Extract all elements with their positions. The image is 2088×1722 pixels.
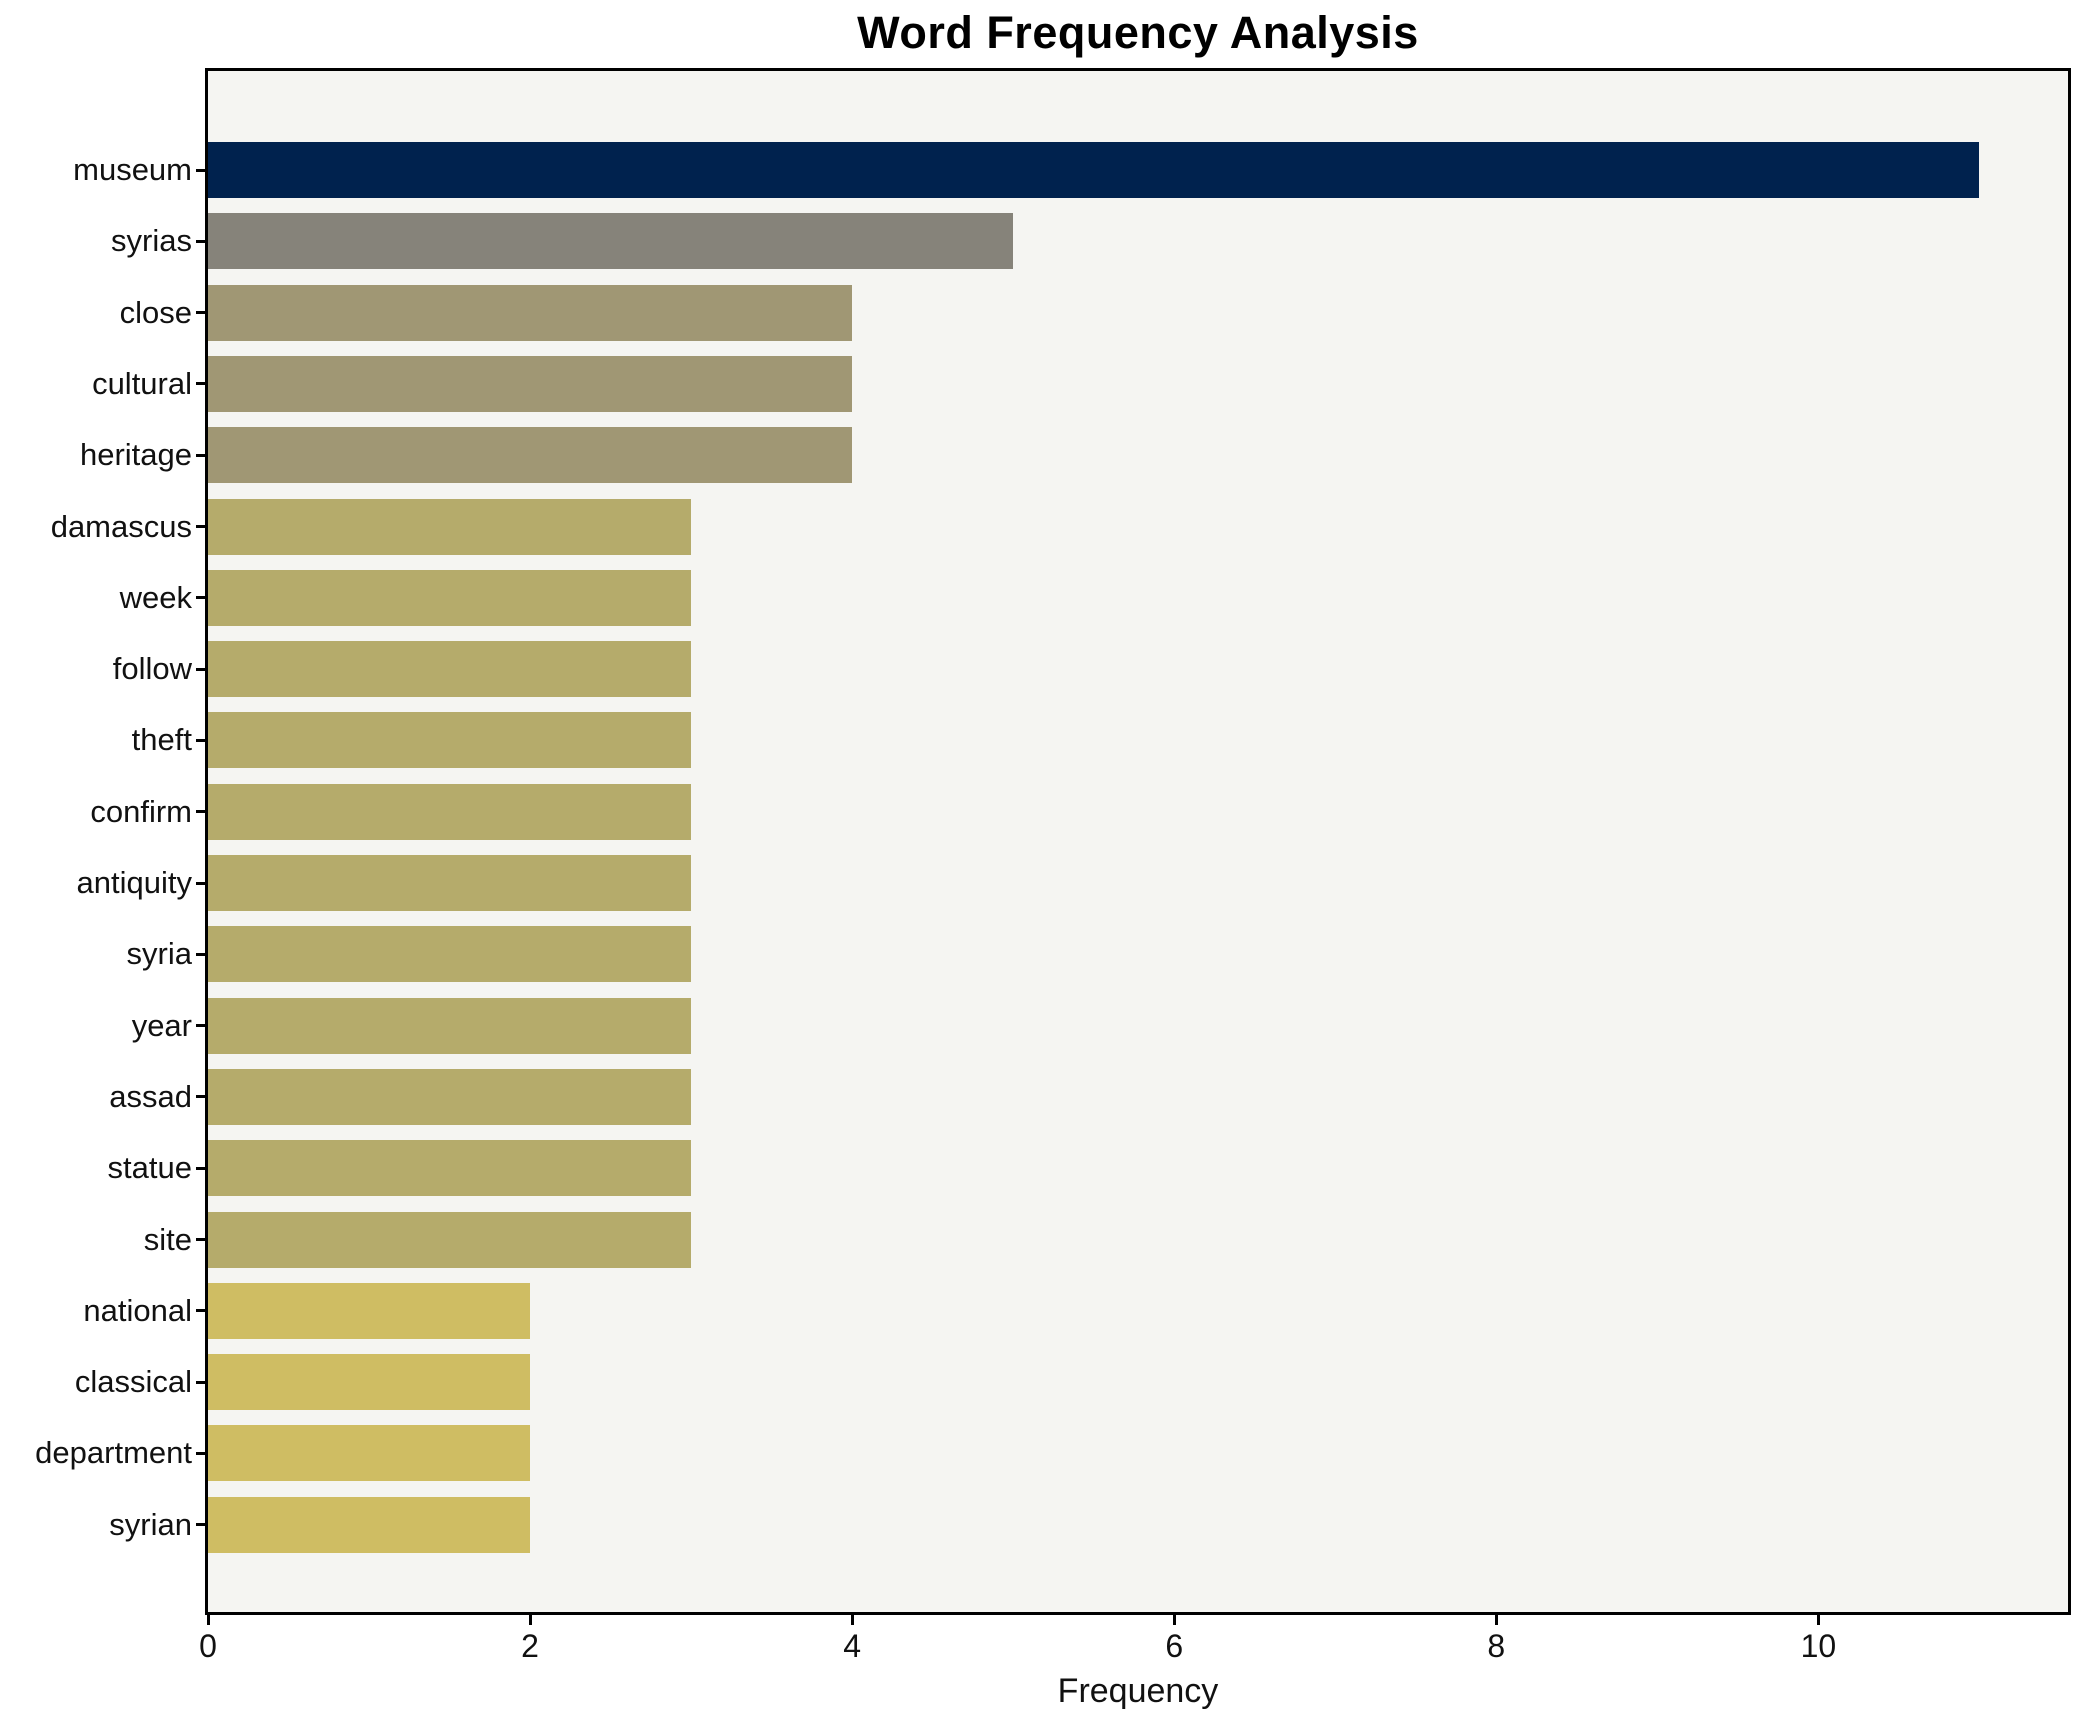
y-tick-label-week: week [119,579,192,615]
x-tick-mark [528,1615,532,1625]
chart-title: Word Frequency Analysis [857,7,1419,58]
y-tick-mark [196,810,205,814]
bar-heritage [208,427,853,484]
bar-antiquity [208,855,692,911]
x-tick-label-10: 10 [1800,1628,1837,1664]
y-tick-mark [196,881,205,885]
y-tick-label-damascus: damascus [50,508,192,544]
y-tick-label-close: close [119,294,192,330]
y-tick-label-site: site [143,1221,192,1257]
y-tick-mark [196,738,205,742]
y-tick-label-confirm: confirm [90,793,192,829]
bar-week [208,569,692,626]
y-tick-mark [196,952,205,956]
y-tick-mark [196,1095,205,1099]
bar-year [208,997,692,1054]
x-tick-mark [206,1615,210,1625]
y-tick-label-assad: assad [109,1078,192,1114]
y-tick-label-syrias: syrias [111,223,192,259]
bar-damascus [208,498,692,555]
y-tick-mark [196,596,205,600]
y-tick-label-syria: syria [126,936,192,972]
y-tick-mark [196,239,205,243]
bar-syria [208,926,692,983]
x-tick-mark [1816,1615,1820,1625]
y-tick-mark [196,1380,205,1384]
y-tick-label-national: national [83,1292,192,1328]
bar-national [208,1282,531,1339]
x-tick-mark [1172,1615,1176,1625]
bar-classical [208,1354,531,1411]
bar-cultural [208,355,853,412]
bar-department [208,1425,531,1482]
x-tick-label-2: 2 [521,1628,539,1664]
y-tick-mark [196,382,205,386]
x-tick-label-4: 4 [843,1628,862,1664]
y-tick-mark [196,311,205,315]
y-tick-mark [196,1451,205,1455]
y-tick-mark [196,453,205,457]
bar-museum [208,142,1980,198]
y-tick-label-antiquity: antiquity [76,865,192,900]
y-tick-mark [196,1238,205,1241]
bar-assad [208,1068,692,1125]
y-tick-label-cultural: cultural [92,365,192,401]
bar-statue [208,1140,692,1197]
y-tick-label-theft: theft [131,722,192,758]
bar-theft [208,712,692,769]
x-tick-mark [1494,1615,1498,1625]
y-tick-mark [196,1309,205,1313]
y-tick-mark [196,1166,205,1170]
y-tick-mark [196,168,205,172]
bar-syrian [208,1496,531,1553]
y-tick-label-department: department [35,1435,192,1471]
bar-follow [208,641,692,698]
bar-close [208,284,853,341]
plot-area [205,68,2071,1615]
y-tick-mark [196,667,205,671]
bar-site [208,1211,692,1268]
x-tick-label-8: 8 [1487,1628,1506,1664]
y-tick-label-year: year [131,1007,192,1043]
x-axis-label: Frequency [1057,1672,1219,1710]
x-tick-label-0: 0 [199,1628,217,1664]
y-tick-label-statue: statue [107,1150,192,1186]
x-tick-mark [850,1615,854,1625]
y-tick-label-classical: classical [74,1364,192,1400]
bar-confirm [208,783,692,840]
x-tick-label-6: 6 [1165,1628,1184,1664]
y-tick-label-heritage: heritage [79,437,192,473]
y-tick-mark [196,1523,205,1527]
bar-syrias [208,213,1014,270]
y-tick-mark [196,525,205,528]
y-tick-label-museum: museum [73,152,192,187]
y-tick-label-syrian: syrian [109,1506,192,1542]
y-tick-mark [196,1024,205,1028]
y-tick-label-follow: follow [112,651,192,687]
